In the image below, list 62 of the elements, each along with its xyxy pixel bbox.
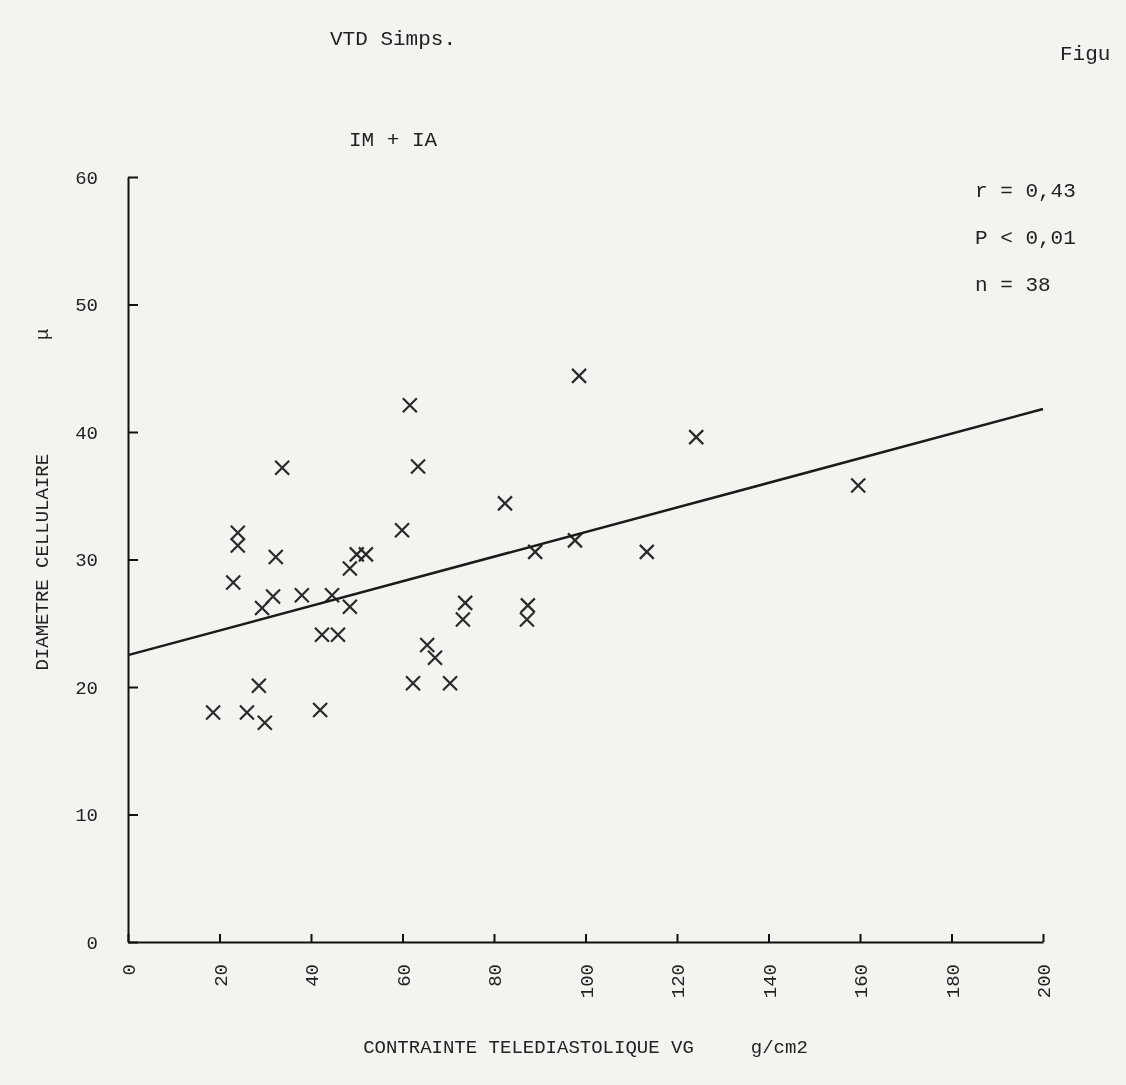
point xyxy=(496,495,514,512)
point xyxy=(401,397,418,414)
x-tick-label: 40 xyxy=(302,964,325,987)
x-tick-label: 20 xyxy=(210,964,233,987)
annotation: r = 0,43 xyxy=(975,180,1076,203)
x-tick-label: 180 xyxy=(942,964,965,999)
point xyxy=(409,458,427,475)
point xyxy=(250,677,267,694)
chart-subtitle: IM + IA xyxy=(348,129,438,152)
point xyxy=(518,611,536,628)
y-tick-label: 40 xyxy=(75,422,98,445)
point xyxy=(419,636,436,654)
point xyxy=(393,522,411,539)
annotation: n = 38 xyxy=(975,274,1051,297)
point xyxy=(205,704,222,721)
point xyxy=(267,548,284,566)
point xyxy=(253,599,271,617)
x-tick-label: 140 xyxy=(759,964,782,999)
x-tick-label: 160 xyxy=(851,964,874,999)
y-tick-label: 10 xyxy=(75,805,98,828)
y-tick-label: 50 xyxy=(75,295,98,318)
point xyxy=(341,598,358,615)
y-tick-label: 30 xyxy=(75,550,98,573)
point xyxy=(229,537,246,554)
y-tick-label: 60 xyxy=(75,167,98,190)
point xyxy=(312,701,329,719)
point xyxy=(323,587,341,604)
text: Figu xyxy=(1060,43,1111,66)
point xyxy=(229,524,246,541)
chart-title: VTD Simps. xyxy=(329,28,457,51)
x-tick-label: 0 xyxy=(119,964,142,976)
y-axis-title: DIAMETRE CELLULAIRE μ xyxy=(32,328,54,671)
point xyxy=(225,574,242,591)
point xyxy=(341,560,358,577)
x-axis-title: CONTRAINTE TELEDIASTOLIQUE VG g/cm2 xyxy=(363,1037,808,1059)
x-tick-label: 60 xyxy=(393,964,416,987)
point xyxy=(238,704,256,721)
point xyxy=(264,588,282,605)
point xyxy=(850,477,867,494)
point xyxy=(404,675,422,692)
point xyxy=(457,594,474,611)
point xyxy=(527,543,544,560)
point xyxy=(570,367,588,384)
x-tick-label: 120 xyxy=(668,964,691,999)
y-tick-label: 20 xyxy=(75,677,98,700)
point xyxy=(426,649,444,666)
point xyxy=(348,546,365,563)
point xyxy=(566,532,584,549)
y-tick-label: 0 xyxy=(86,932,98,955)
point xyxy=(519,597,536,614)
x-tick-label: 80 xyxy=(485,964,508,987)
point xyxy=(638,543,655,560)
point xyxy=(357,546,374,563)
point xyxy=(274,459,291,476)
point xyxy=(441,675,459,692)
x-tick-label: 200 xyxy=(1034,964,1057,999)
x-tick-label: 100 xyxy=(576,964,599,999)
point xyxy=(293,587,310,604)
annotation: P < 0,01 xyxy=(975,227,1076,250)
point xyxy=(256,714,273,731)
point xyxy=(688,429,705,446)
point xyxy=(454,611,471,628)
